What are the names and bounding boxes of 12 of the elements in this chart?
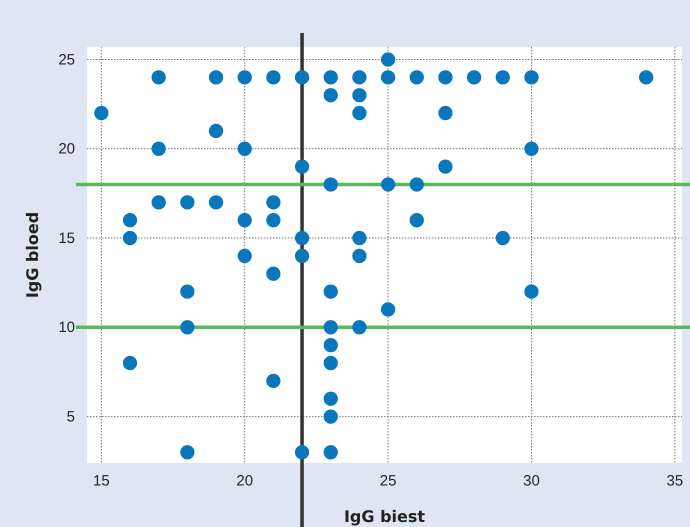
- x-tick-label: 25: [380, 472, 396, 490]
- y-tick-label: 20: [58, 140, 75, 158]
- x-tick-label: 35: [666, 472, 684, 490]
- x-tick-label: 15: [92, 472, 110, 490]
- x-tick-label: 30: [523, 472, 540, 490]
- y-tick-label: 25: [58, 51, 75, 68]
- y-tick-label: 15: [58, 230, 75, 247]
- x-tick-label: 20: [236, 472, 254, 490]
- y-axis-title: IgG bloed: [23, 212, 42, 298]
- y-tick-label: 5: [66, 408, 75, 426]
- x-axis-title: IgG biest: [344, 507, 426, 526]
- y-tick-label: 10: [58, 319, 75, 336]
